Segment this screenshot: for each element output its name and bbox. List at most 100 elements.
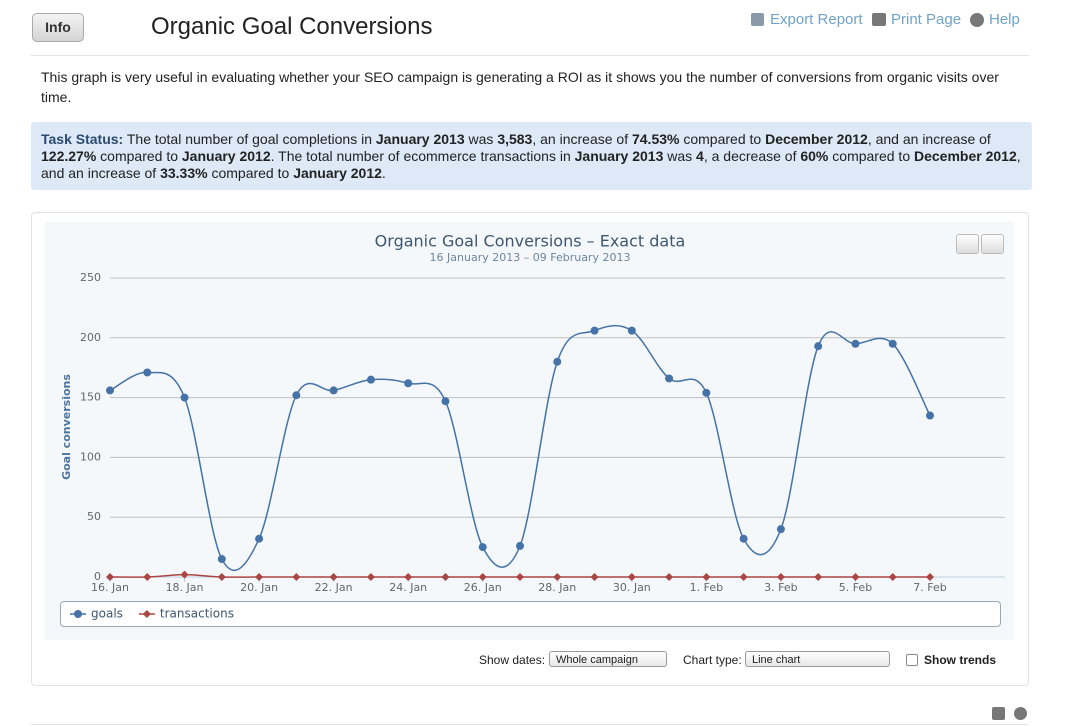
save-icon[interactable] xyxy=(992,707,1005,720)
task-text: , an increase of xyxy=(532,131,632,147)
chart-type-label: Chart type: xyxy=(683,653,742,667)
bottom-divider xyxy=(31,724,1029,725)
task-text: , and an increase of xyxy=(41,148,1021,181)
task-text: compared to xyxy=(96,148,182,164)
task-text: . The total number of ecommerce transact… xyxy=(270,148,575,164)
task-text: compared to xyxy=(679,131,766,147)
point xyxy=(255,534,264,543)
point xyxy=(329,386,338,395)
settings-icon[interactable] xyxy=(1014,707,1027,720)
point xyxy=(926,573,934,581)
task-highlight: 4 xyxy=(696,148,704,164)
point xyxy=(926,411,934,420)
y-tick-label: 50 xyxy=(87,510,101,523)
point xyxy=(255,573,264,581)
point xyxy=(627,573,636,581)
task-highlight: 60% xyxy=(800,148,829,164)
x-tick-label: 1. Feb xyxy=(690,581,723,594)
y-tick-label: 200 xyxy=(80,331,101,344)
chart-print-button[interactable] xyxy=(956,234,979,254)
info-button[interactable]: Info xyxy=(32,13,84,42)
print-link[interactable]: Print Page xyxy=(891,11,962,28)
task-text: , and an increase of xyxy=(867,131,991,147)
point xyxy=(851,573,860,581)
point xyxy=(366,375,375,384)
x-tick-label: 24. Jan xyxy=(389,581,427,594)
x-tick-label: 22. Jan xyxy=(315,581,353,594)
chart-subtitle: 16 January 2013 – 09 February 2013 xyxy=(430,251,631,264)
point xyxy=(441,573,450,581)
type-select[interactable]: Line chart xyxy=(745,651,890,667)
point xyxy=(814,573,823,581)
point xyxy=(106,573,114,581)
show-dates-label: Show dates: xyxy=(479,653,546,667)
point xyxy=(888,339,897,348)
point xyxy=(590,326,599,335)
page-title: Organic Goal Conversions xyxy=(151,13,433,40)
point xyxy=(366,573,375,581)
point xyxy=(739,573,748,581)
point xyxy=(217,573,226,581)
export-link[interactable]: Export Report xyxy=(770,11,863,28)
legend-box xyxy=(60,601,1001,627)
y-tick-label: 0 xyxy=(94,570,101,583)
point xyxy=(665,374,674,383)
series-line xyxy=(109,324,931,572)
point xyxy=(441,397,450,406)
point xyxy=(516,541,524,550)
x-tick-label: 26. Jan xyxy=(464,581,502,594)
task-text: was xyxy=(663,148,697,164)
point xyxy=(590,573,599,581)
point xyxy=(553,357,562,366)
legend-marker xyxy=(142,610,151,618)
point xyxy=(776,573,785,581)
task-highlight: 33.33% xyxy=(160,165,208,181)
chart-area xyxy=(45,222,1014,640)
chart-title: Organic Goal Conversions – Exact data xyxy=(375,232,686,251)
chart-export-button[interactable] xyxy=(981,234,1004,254)
task-highlight: 3,583 xyxy=(497,131,533,147)
chart-panel xyxy=(31,212,1029,686)
trends-checkbox[interactable] xyxy=(906,654,918,666)
x-tick-label: 30. Jan xyxy=(613,581,651,594)
legend-marker xyxy=(74,610,82,618)
point xyxy=(292,573,301,581)
point xyxy=(888,573,897,581)
y-axis-label: Goal conversions xyxy=(60,374,73,480)
x-tick-label: 18. Jan xyxy=(166,581,204,594)
point xyxy=(404,573,413,581)
y-tick-label: 150 xyxy=(80,391,101,404)
x-tick-label: 5. Feb xyxy=(839,581,872,594)
print-icon xyxy=(872,13,886,26)
task-highlight: December 2012 xyxy=(765,131,868,147)
help-link[interactable]: Help xyxy=(989,11,1020,28)
point xyxy=(478,543,487,552)
x-tick-label: 16. Jan xyxy=(91,581,129,594)
point xyxy=(702,573,711,581)
point xyxy=(143,573,152,581)
point xyxy=(739,534,748,543)
point xyxy=(478,573,487,581)
trends-label: Show trends xyxy=(924,653,997,667)
point xyxy=(106,386,114,395)
y-tick-label: 250 xyxy=(80,271,101,284)
dates-select[interactable]: Whole campaign xyxy=(549,651,667,667)
point xyxy=(516,573,524,581)
task-text: compared to xyxy=(207,165,294,181)
task-text: compared to xyxy=(828,148,914,164)
task-highlight: January 2012 xyxy=(293,165,382,181)
point xyxy=(217,555,226,564)
point xyxy=(180,393,189,402)
point xyxy=(665,573,674,581)
task-highlight: 74.53% xyxy=(631,131,680,147)
point xyxy=(627,326,636,335)
point xyxy=(180,570,189,579)
export-icon xyxy=(751,13,764,26)
task-text: The total number of goal completions in xyxy=(123,131,376,147)
point xyxy=(776,525,785,534)
point xyxy=(553,573,562,581)
task-label: Task Status: xyxy=(41,131,124,147)
x-tick-label: 3. Feb xyxy=(764,581,797,594)
